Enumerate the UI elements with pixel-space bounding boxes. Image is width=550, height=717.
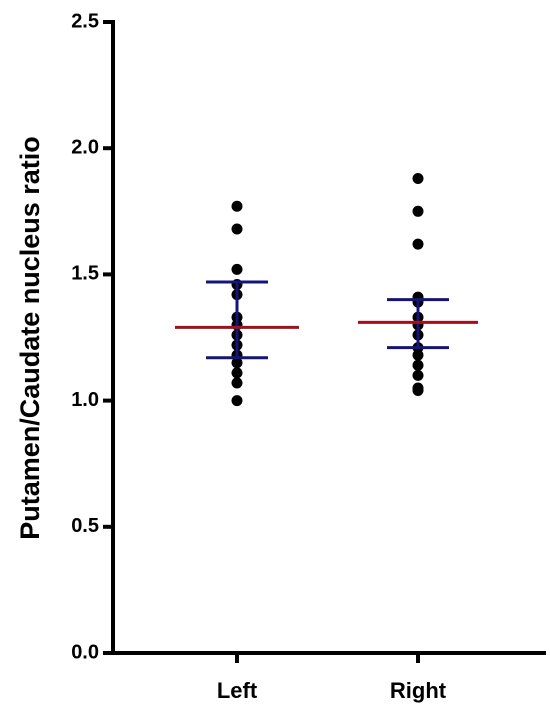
data-point [231, 223, 243, 235]
y-tick-label: 2.5 [71, 10, 99, 32]
data-point [412, 238, 424, 250]
data-point [231, 200, 243, 212]
data-point [231, 377, 243, 389]
x-tick-label: Right [390, 678, 447, 703]
data-point [412, 385, 424, 397]
data-point [231, 367, 243, 379]
data-point [231, 395, 243, 407]
data-point [412, 369, 424, 381]
y-tick-label: 0.5 [71, 515, 99, 537]
data-point [231, 357, 243, 369]
y-tick-label: 1.0 [71, 389, 99, 411]
data-point [231, 263, 243, 275]
y-tick-label: 1.5 [71, 263, 99, 285]
x-tick-label: Left [217, 678, 258, 703]
y-tick-label: 0.0 [71, 641, 99, 663]
y-tick-label: 2.0 [71, 136, 99, 158]
data-point [412, 205, 424, 217]
data-point [412, 349, 424, 361]
y-axis-label: Putamen/Caudate nucleus ratio [15, 136, 45, 540]
data-point [412, 172, 424, 184]
data-point [412, 359, 424, 371]
